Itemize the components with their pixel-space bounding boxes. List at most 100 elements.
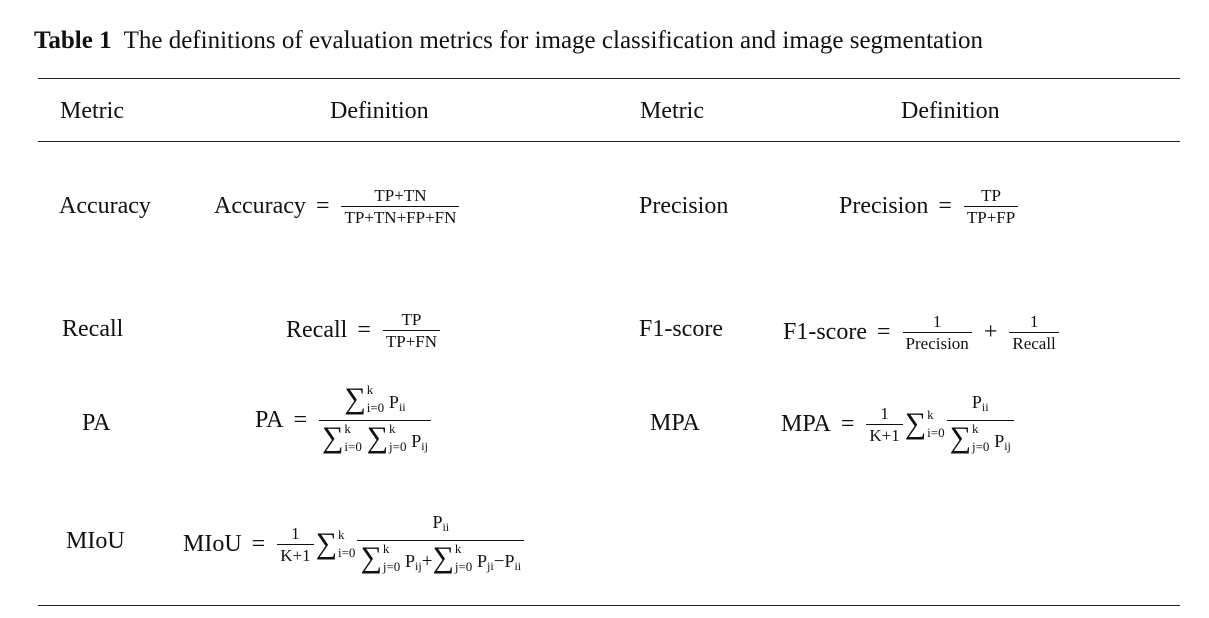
miou-lhs: MIoU [183,530,242,557]
summation: ∑ k j=0 [950,422,990,454]
metric-pa: PA [82,410,111,436]
f1-lhs: F1-score [783,319,867,345]
miou-coefficient: 1 K+1 [277,524,314,565]
subscript: ij [415,559,422,573]
mpa-numerator: Pii [969,390,992,420]
equals-sign: = [315,193,330,219]
sigma-symbol: ∑ [322,421,344,454]
definition-miou: MIoU = 1 K+1 ∑ k i=0 Pii ∑ k j=0 Pij+ ∑ k j=0 P… [183,510,526,578]
definition-mpa: MPA = 1 K+1 ∑ k i=0 Pii ∑ k j=0 Pij [781,390,1016,458]
p-symbol: P [411,431,422,451]
equals-sign: = [840,410,855,437]
miou-fraction: Pii ∑ k j=0 Pij+ ∑ k j=0 Pji−Pii [357,510,525,578]
p-symbol: P [405,551,416,571]
caption-text: The definitions of evaluation metrics fo… [123,27,984,54]
equals-sign: = [357,317,371,343]
p-symbol: P [971,392,982,412]
upper-limit: k [337,527,345,542]
mpa-coefficient: 1 K+1 [866,403,903,445]
precision-fraction: TP TP+FP [963,186,1019,227]
table-label: Table 1 [34,27,112,54]
header-definition-1: Definition [330,98,429,124]
definition-pa: PA = ∑ k i=0 Pii ∑ k i=0 ∑ k j=0 Pij [255,383,433,458]
lower-limit: j=0 [382,559,401,574]
equals-sign: = [293,407,308,433]
metric-precision: Precision [639,193,729,219]
p-symbol: P [504,551,515,571]
bottom-rule [38,605,1180,607]
pa-denominator: ∑ k i=0 ∑ k j=0 Pij [319,420,431,458]
f1-recall-fraction: 1 Recall [1009,312,1059,353]
summation: ∑ k i=0 [322,422,362,454]
recall-denominator: TP+FN [382,330,441,351]
precision-lhs: Precision [839,193,929,219]
lower-limit: j=0 [971,439,990,454]
lower-limit: j=0 [389,439,407,454]
header-metric-2: Metric [640,98,704,124]
accuracy-fraction: TP+TN TP+TN+FP+FN [341,186,460,227]
mpa-denominator: ∑ k j=0 Pij [946,420,1014,458]
recall-lhs: Recall [286,317,348,343]
p-symbol: P [994,431,1005,451]
sigma-symbol: ∑ [315,527,337,560]
sigma-symbol: ∑ [949,421,971,454]
equals-sign: = [938,193,952,219]
mpa-fraction: Pii ∑ k j=0 Pij [946,390,1014,458]
equals-sign: = [251,530,266,557]
subscript: ij [421,439,428,453]
sigma-symbol: ∑ [432,541,454,574]
f1-recall-denominator: Recall [1009,332,1059,353]
metric-accuracy: Accuracy [59,193,151,219]
lower-limit: i=0 [344,439,362,454]
upper-limit: k [971,421,979,436]
pa-numerator: ∑ k i=0 Pii [341,383,408,420]
lower-limit: j=0 [454,559,473,574]
upper-limit: k [927,407,934,422]
miou-denominator: ∑ k j=0 Pij+ ∑ k j=0 Pji−Pii [357,540,525,578]
subscript: ij [1004,439,1011,453]
accuracy-denominator: TP+TN+FP+FN [341,206,460,227]
subscript: ii [398,400,406,414]
plus-sign: + [421,551,433,572]
sigma-symbol: ∑ [360,541,382,574]
f1-one-a: 1 [932,312,942,331]
subscript: ji [487,559,494,573]
summation: ∑ k i=0 [905,408,945,440]
header-metric-1: Metric [60,98,124,124]
definition-recall: Recall = TP TP+FN [286,310,442,351]
equals-sign: = [876,319,891,345]
upper-limit: k [389,421,396,436]
pa-fraction: ∑ k i=0 Pii ∑ k i=0 ∑ k j=0 Pij [319,383,431,458]
mpa-k-plus-1: K+1 [866,423,903,445]
top-rule [38,78,1180,80]
summation: ∑ k i=0 [344,383,384,415]
sigma-symbol: ∑ [344,382,366,415]
f1-one-b: 1 [1029,312,1039,331]
definition-accuracy: Accuracy = TP+TN TP+TN+FP+FN [214,186,461,227]
mpa-one: 1 [880,403,889,423]
minus-sign: − [493,551,505,572]
recall-numerator: TP [401,310,422,329]
summation: ∑ k i=0 [316,528,356,560]
summation: ∑ k j=0 [432,542,472,574]
accuracy-lhs: Accuracy [214,193,306,219]
p-symbol: P [388,392,399,412]
summation: ∑ k j=0 [367,422,407,454]
metric-recall: Recall [62,316,124,342]
miou-k-plus-1: K+1 [277,543,314,565]
metric-mpa: MPA [650,410,700,436]
header-definition-2: Definition [901,98,1000,124]
sigma-symbol: ∑ [904,407,927,440]
upper-limit: k [366,382,374,397]
subscript: ii [442,520,450,534]
mpa-lhs: MPA [781,410,831,437]
miou-numerator: Pii [429,510,452,540]
p-symbol: P [432,512,443,532]
precision-numerator: TP [981,186,1001,205]
subscript: ii [981,400,989,414]
accuracy-numerator: TP+TN [374,186,427,205]
recall-fraction: TP TP+FN [382,310,441,351]
summation: ∑ k j=0 [360,542,400,574]
header-rule [38,141,1180,142]
lower-limit: i=0 [366,400,385,415]
